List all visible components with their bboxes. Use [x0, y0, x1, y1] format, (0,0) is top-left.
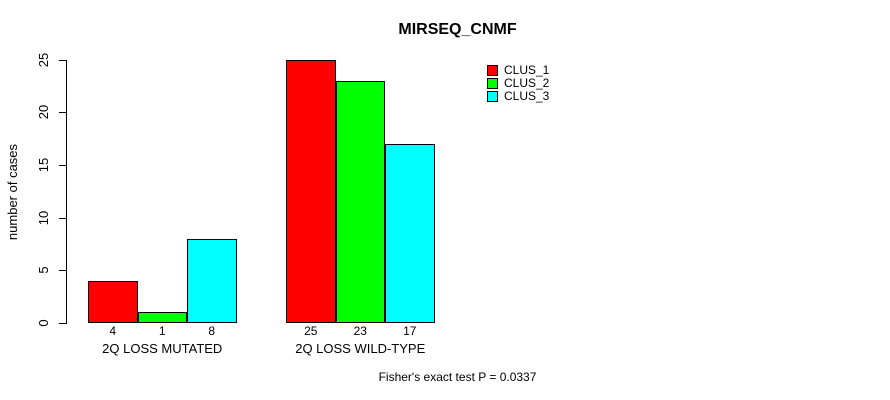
y-tick: [59, 323, 66, 324]
y-tick-label: 20: [36, 104, 51, 120]
bar-clus_2-group2: [335, 80, 385, 323]
y-tick-label: 0: [36, 319, 51, 327]
legend-item-label: CLUS_2: [504, 76, 550, 90]
legend-item-clus_2: CLUS_2: [487, 77, 549, 90]
y-tick: [59, 164, 66, 166]
y-tick: [59, 59, 66, 61]
legend-item-label: CLUS_1: [504, 63, 550, 77]
bar-value-label: 17: [403, 324, 417, 338]
bar-clus_3-group1: [187, 238, 237, 323]
y-tick: [59, 217, 66, 219]
bar-clus_1-group1: [88, 280, 138, 323]
bar-value-label: 4: [109, 324, 117, 338]
category-label-group2: 2Q LOSS WILD-TYPE: [295, 341, 426, 356]
chart-title: MIRSEQ_CNMF: [398, 21, 517, 38]
bar-value-label: 23: [353, 324, 367, 338]
bar-value-label: 1: [158, 324, 166, 338]
y-tick-label: 10: [36, 210, 51, 225]
annotation-text: Fisher's exact test P = 0.0337: [378, 370, 537, 384]
y-tick-label: 15: [36, 157, 51, 173]
category-label-group1: 2Q LOSS MUTATED: [102, 341, 223, 356]
bar-value-label: 8: [208, 324, 216, 338]
legend: CLUS_1 CLUS_2 CLUS_3: [487, 64, 549, 103]
legend-item-clus_1: CLUS_1: [487, 64, 549, 77]
bar-clus_1-group2: [286, 59, 336, 323]
y-tick: [59, 112, 66, 114]
y-axis-line: [66, 59, 67, 324]
y-tick: [59, 270, 66, 272]
legend-item-label: CLUS_3: [504, 89, 550, 103]
legend-item-clus_3: CLUS_3: [487, 90, 549, 103]
legend-color-swatch-clus_1: [487, 65, 498, 76]
legend-color-swatch-clus_2: [487, 78, 498, 89]
y-tick-label: 25: [36, 52, 51, 67]
y-axis-label: number of cases: [5, 143, 20, 241]
bar-value-label: 25: [304, 324, 318, 338]
legend-color-swatch-clus_3: [487, 91, 498, 102]
bar-clus_2-group1: [137, 312, 187, 323]
y-tick-label: 5: [36, 266, 51, 274]
bar-clus_3-group2: [385, 143, 435, 323]
